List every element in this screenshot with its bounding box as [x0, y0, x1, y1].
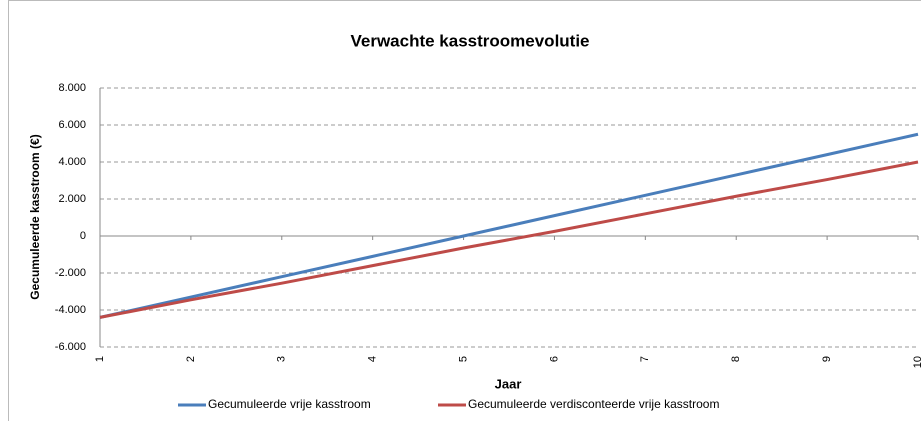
x-tick-label: 2: [185, 356, 197, 362]
y-tick-label: 2.000: [58, 193, 86, 205]
x-tick-label: 4: [367, 356, 379, 362]
x-tick-label: 1: [94, 356, 106, 362]
x-tick-label: 7: [639, 356, 651, 362]
y-tick-label: -4.000: [55, 304, 86, 316]
series-line: [99, 160, 919, 319]
x-tick-label: 6: [548, 356, 560, 362]
y-axis-label: Gecumuleerde kasstroom (€): [28, 134, 42, 299]
y-tick-label: 6.000: [58, 119, 86, 131]
chart-frame: [8, 0, 921, 421]
x-tick-label: 9: [821, 356, 833, 362]
legend-label: Gecumuleerde vrije kasstroom: [208, 397, 371, 411]
series-line: [99, 132, 919, 319]
y-tick-label: 0: [80, 230, 86, 242]
y-tick-label: -2.000: [55, 267, 86, 279]
x-tick-label: 10: [912, 356, 921, 368]
y-tick-label: -6.000: [55, 341, 86, 353]
y-tick-label: 8.000: [58, 82, 86, 94]
x-tick-label: 5: [457, 356, 469, 362]
x-axis-label: Jaar: [495, 376, 522, 391]
x-tick-label: 8: [730, 356, 742, 362]
legend-label: Gecumuleerde verdisconteerde vrije kasst…: [468, 397, 719, 411]
chart-title: Verwachte kasstroomevolutie: [350, 31, 589, 50]
y-tick-label: 4.000: [58, 156, 86, 168]
x-tick-label: 3: [276, 356, 288, 362]
